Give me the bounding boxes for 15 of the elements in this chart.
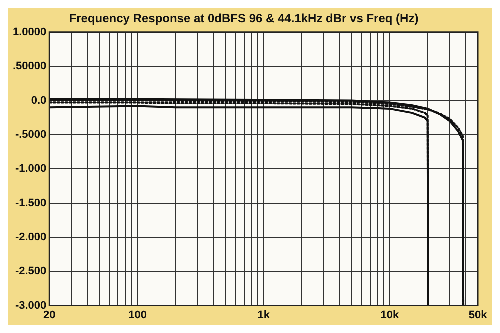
y-tick-label: 1.0000 — [12, 26, 47, 38]
y-tick-label: .50000 — [12, 60, 47, 73]
x-tick-label: 50k — [468, 309, 488, 322]
x-tick-label: 10k — [380, 309, 400, 322]
y-tick-label: -.5000 — [15, 128, 47, 141]
y-tick-label: 0.0 — [31, 94, 47, 107]
y-tick-label: -1.500 — [15, 197, 47, 210]
y-tick-label: -1.000 — [15, 163, 47, 176]
x-tick-label: 100 — [128, 309, 147, 322]
y-tick-label: -2.500 — [15, 266, 47, 278]
x-tick-label: 1k — [258, 309, 271, 322]
x-tick-label: 20 — [44, 309, 56, 322]
y-tick-label: -3.000 — [15, 300, 47, 312]
y-tick-label: -2.000 — [15, 231, 47, 244]
chart-title: Frequency Response at 0dBFS 96 & 44.1kHz dBr vs Freq (Hz) — [69, 12, 419, 26]
